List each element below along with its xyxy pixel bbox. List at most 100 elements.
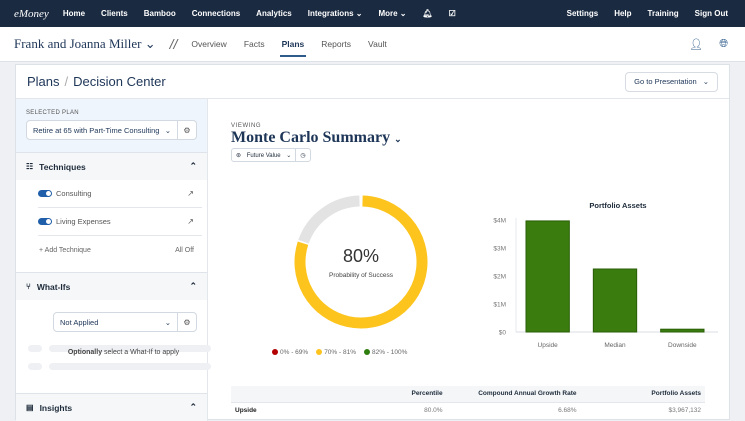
plan-select-value: Retire at 65 with Part-Time Consulting (33, 125, 160, 135)
page-title: Decision Center (73, 74, 166, 89)
nav-connections[interactable]: Connections (191, 9, 241, 18)
nav-home[interactable]: Home (62, 9, 86, 18)
y-tick-label: $0 (499, 330, 507, 337)
what-if-select[interactable]: Not Applied ⌄ (53, 312, 178, 332)
technique-label: Living Expenses (56, 217, 111, 226)
main-content: VIEWING Monte Carlo Summary ⌄ ⊛ Future V… (208, 99, 729, 419)
history-icon[interactable]: ◷ (295, 149, 309, 161)
technique-item: Living Expenses ↗ (38, 208, 202, 236)
legend-dot (316, 349, 323, 355)
nav-integrations[interactable]: Integrations ⌄ (307, 9, 363, 18)
what-if-select-value: Not Applied (60, 317, 99, 327)
bar-downside[interactable] (660, 328, 705, 333)
legend-dot (363, 349, 370, 355)
what-ifs-header[interactable]: ⑂ What-Ifs ⌃ (16, 273, 207, 300)
plan-settings-gear-icon[interactable]: ⚙ (178, 120, 197, 140)
legend-item: 0% - 69% (272, 349, 308, 356)
tab-reports[interactable]: Reports (321, 38, 352, 49)
portfolio-assets-chart: $0 $1M $2M $3M $4M Upside Median Downside (493, 218, 718, 349)
percentile-cell: 80.0% (424, 406, 443, 414)
empty-text: select a What-If to apply (102, 349, 180, 356)
y-tick-label: $3M (493, 246, 506, 253)
tab-plans[interactable]: Plans (279, 27, 306, 62)
nav-more[interactable]: More ⌄ (378, 9, 407, 18)
chevron-up-icon[interactable]: ⌃ (189, 281, 197, 291)
consulting-toggle[interactable] (38, 190, 52, 197)
chevron-up-icon[interactable]: ⌃ (189, 161, 197, 171)
all-off-button[interactable]: All Off (175, 246, 194, 254)
col-header (231, 386, 412, 403)
breadcrumb-plans[interactable]: Plans (27, 74, 60, 89)
viewing-label: VIEWING (231, 123, 262, 129)
nav-clients[interactable]: Clients (101, 9, 128, 18)
bell-icon[interactable]: 🔔︎ (422, 9, 433, 18)
techniques-title: Techniques (39, 161, 86, 172)
tasks-icon[interactable]: ☑ (448, 9, 456, 18)
probability-label: Probability of Success (329, 272, 393, 279)
legend-label: 70% - 81% (324, 349, 356, 356)
bar-upside[interactable] (525, 220, 570, 333)
tab-vault[interactable]: Vault (368, 38, 387, 49)
legend-item: 70% - 81% (316, 349, 356, 356)
x-tick-label: Upside (538, 342, 559, 349)
separator: // (169, 36, 178, 52)
results-table: Percentile Compound Annual Growth Rate P… (231, 386, 705, 418)
chevron-down-icon: ⌄ (164, 317, 171, 327)
donut-remainder-arc (298, 195, 360, 244)
donut-legend: 0% - 69% 70% - 81% 82% - 100% (272, 349, 407, 356)
y-tick-label: $4M (493, 218, 506, 225)
col-header: Percentile (411, 386, 447, 403)
chart-title: Portfolio Assets (589, 201, 647, 210)
top-nav: eMoney Home Clients Bamboo Connections A… (0, 0, 745, 27)
legend-label: 82% - 100% (371, 349, 408, 356)
sidebar: SELECTED PLAN Retire at 65 with Part-Tim… (16, 99, 211, 421)
user-icon[interactable]: 👤︎ (689, 38, 704, 51)
chevron-up-icon[interactable]: ⌃ (189, 402, 197, 412)
y-tick-label: $2M (493, 274, 506, 281)
breadcrumb: Plans / Decision Center (27, 74, 166, 89)
techniques-icon: ☷ (26, 162, 34, 171)
globe-icon[interactable]: 🌐︎ (719, 37, 728, 50)
probability-donut (294, 195, 428, 329)
go-to-presentation-button[interactable]: Go to Presentation ⌄ (625, 71, 718, 92)
probability-value: 80% (342, 246, 380, 266)
nav-sign-out[interactable]: Sign Out (694, 9, 728, 18)
tab-overview[interactable]: Overview (191, 38, 227, 49)
x-tick-label: Median (604, 342, 626, 349)
external-link-icon[interactable]: ↗ (187, 189, 194, 198)
view-title: Monte Carlo Summary (231, 129, 391, 146)
nav-settings[interactable]: Settings (566, 9, 599, 18)
nav-training[interactable]: Training (647, 9, 679, 18)
what-if-empty-state: Optionally select a What-If to apply (16, 332, 211, 382)
nav-help[interactable]: Help (614, 9, 632, 18)
technique-label: Consulting (56, 189, 92, 198)
cagr-cell: 6.68% (558, 406, 577, 414)
techniques-header[interactable]: ☷ Techniques ⌃ (16, 153, 207, 180)
living-expenses-toggle[interactable] (38, 218, 52, 225)
legend-item: 82% - 100% (363, 349, 408, 356)
chevron-down-icon: ⌄ (164, 125, 171, 135)
insights-header[interactable]: ▤ Insights ⌃ (16, 394, 207, 421)
plan-select[interactable]: Retire at 65 with Part-Time Consulting ⌄ (26, 120, 178, 140)
nav-analytics[interactable]: Analytics (256, 9, 292, 18)
what-if-settings-gear-icon[interactable]: ⚙ (178, 312, 197, 332)
value-toggle[interactable]: ⊛ Future Value ⌄ ◷ (231, 148, 311, 162)
legend-label: 0% - 69% (280, 349, 309, 356)
future-value-label: Future Value (246, 152, 281, 159)
legend-dot (272, 349, 278, 355)
selected-plan-label: SELECTED PLAN (26, 110, 79, 116)
go-to-presentation-label: Go to Presentation (634, 77, 697, 86)
nav-bamboo[interactable]: Bamboo (143, 9, 176, 18)
insights-icon: ▤ (26, 403, 34, 412)
add-technique-button[interactable]: + Add Technique (39, 246, 91, 254)
future-value-dropdown[interactable]: ⊛ Future Value ⌄ (236, 152, 292, 159)
insights-title: Insights (39, 402, 73, 413)
col-header: Portfolio Assets (580, 386, 705, 403)
bar-median[interactable] (592, 268, 638, 333)
empty-bold: Optionally (67, 349, 103, 356)
tab-facts[interactable]: Facts (243, 38, 265, 49)
view-selector[interactable]: Monte Carlo Summary ⌄ (231, 129, 402, 147)
emoney-logo[interactable]: eMoney (14, 7, 49, 20)
client-selector[interactable]: Frank and Joanna Miller ⌄ (14, 36, 156, 51)
external-link-icon[interactable]: ↗ (187, 217, 194, 226)
